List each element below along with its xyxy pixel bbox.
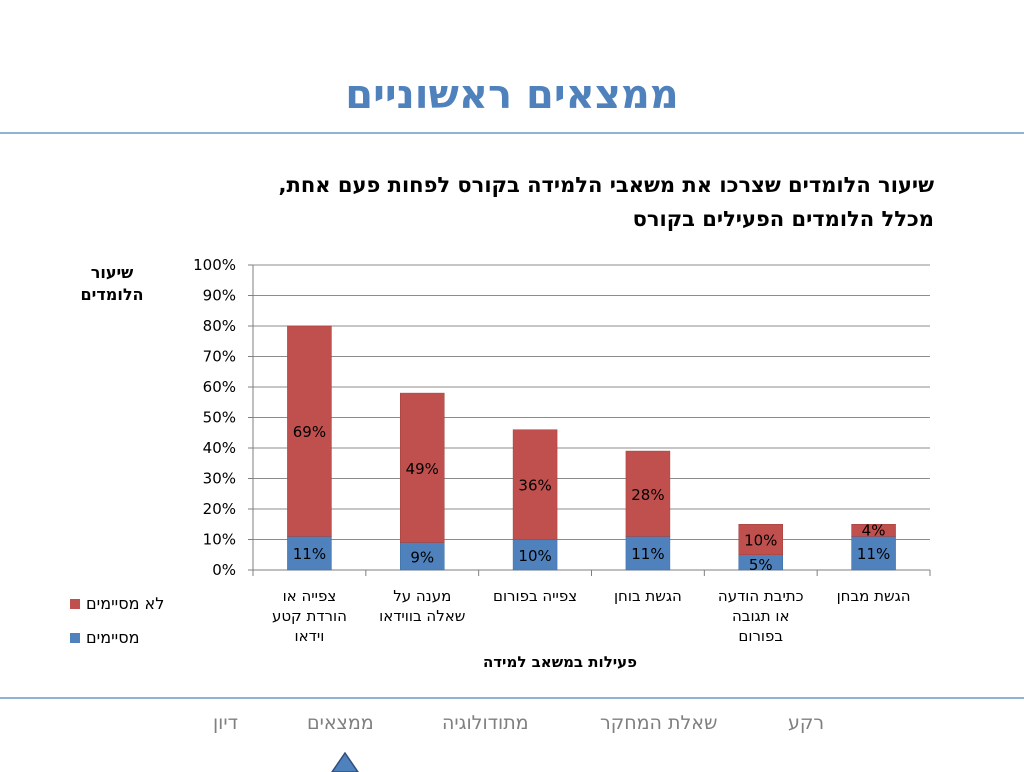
- data-label-completers: 9%: [410, 548, 434, 566]
- bar-non-completers: [287, 325, 332, 537]
- x-tick-label: וידאו: [295, 627, 325, 645]
- legend-item-completers: מסיימים: [70, 628, 210, 648]
- bar-non-completers: [512, 429, 558, 540]
- y-tick-label: 40%: [203, 439, 236, 457]
- x-tick-label: שאלה בווידאו: [379, 607, 465, 625]
- data-label-non-completers: 69%: [293, 423, 326, 441]
- y-tick-label: 0%: [212, 561, 236, 579]
- x-tick-label: כתיבת הודעה: [718, 587, 804, 605]
- y-tick-label: 50%: [203, 409, 236, 427]
- x-tick-label: או תגובה: [732, 607, 789, 625]
- stacked-bar-chart: 0% 10% 20% 30% 40% 50% 60% 70% 80% 90% 100% 11% 69% צ…: [193, 256, 931, 645]
- subtitle-line-1: שיעור הלומדים שצרכו את משאבי הלמידה בקור…: [278, 173, 934, 197]
- x-tick-label: הורדת קטע: [272, 607, 347, 625]
- bar-non-completers: [738, 524, 783, 555]
- x-tick-label: הגשת בוחן: [614, 587, 682, 605]
- bar-completers: [400, 542, 445, 571]
- y-tick-label: 70%: [203, 348, 236, 366]
- bar-completers: [625, 536, 671, 571]
- y-tick-label: 90%: [203, 287, 236, 305]
- y-tick-label: 20%: [203, 500, 236, 518]
- x-tick-label: מענה על: [393, 587, 451, 605]
- data-label-non-completers: 28%: [631, 486, 664, 504]
- legend-label-non-completers: לא מסיימים: [86, 594, 165, 613]
- legend-label-completers: מסיימים: [86, 628, 140, 647]
- legend-swatch-non-completers: [70, 599, 80, 609]
- y-tick-label: 80%: [203, 317, 236, 335]
- y-tick-label: 60%: [203, 378, 236, 396]
- data-label-non-completers: 4%: [862, 521, 886, 539]
- data-label-completers: 11%: [293, 545, 326, 563]
- legend-swatch-completers: [70, 633, 80, 643]
- bar-non-completers: [625, 450, 671, 537]
- nav-item-discussion[interactable]: דיון: [213, 712, 238, 734]
- active-nav-marker-icon: [331, 752, 359, 772]
- x-tick-label: בפורום: [738, 627, 783, 645]
- data-label-completers: 11%: [857, 545, 890, 563]
- x-axis-label: פעילות במשאב למידה: [482, 653, 638, 671]
- bar-completers: [512, 539, 558, 571]
- nav-item-methodology[interactable]: מתודולוגיה: [442, 712, 529, 734]
- chart-subtitle: שיעור הלומדים שצרכו את משאבי הלמידה בקור…: [134, 168, 934, 236]
- footer-divider: [0, 697, 1024, 699]
- x-tick-label: צפייה או: [283, 587, 337, 605]
- data-label-non-completers: 36%: [518, 477, 551, 495]
- bar-completers: [851, 536, 896, 571]
- y-tick-label: 10%: [203, 531, 236, 549]
- data-label-completers: 11%: [631, 545, 664, 563]
- y-tick-label: 30%: [203, 470, 236, 488]
- nav-item-background[interactable]: רקע: [788, 712, 825, 734]
- x-tick-label: הגשת מבחן: [837, 587, 911, 605]
- slide-title: ממצאים ראשוניים: [345, 72, 679, 118]
- nav-item-findings[interactable]: ממצאים: [307, 712, 374, 734]
- legend-item-non-completers: לא מסיימים: [70, 594, 210, 614]
- bar-completers: [287, 536, 332, 571]
- x-tick-label: צפייה בפורום: [493, 587, 577, 605]
- nav-item-research-question[interactable]: שאלת המחקר: [600, 712, 718, 734]
- bar-non-completers: [400, 392, 445, 543]
- data-label-non-completers: 10%: [744, 532, 777, 550]
- data-label-completers: 5%: [749, 556, 773, 574]
- y-tick-label: 100%: [193, 256, 236, 274]
- data-label-non-completers: 49%: [406, 460, 439, 478]
- subtitle-line-2: מכלל הלומדים הפעילים בקורס: [632, 207, 934, 231]
- data-label-completers: 10%: [518, 547, 551, 565]
- title-divider: [0, 132, 1024, 134]
- y-axis-label: שיעור הלומדים: [80, 263, 144, 304]
- bar-non-completers: [851, 524, 896, 537]
